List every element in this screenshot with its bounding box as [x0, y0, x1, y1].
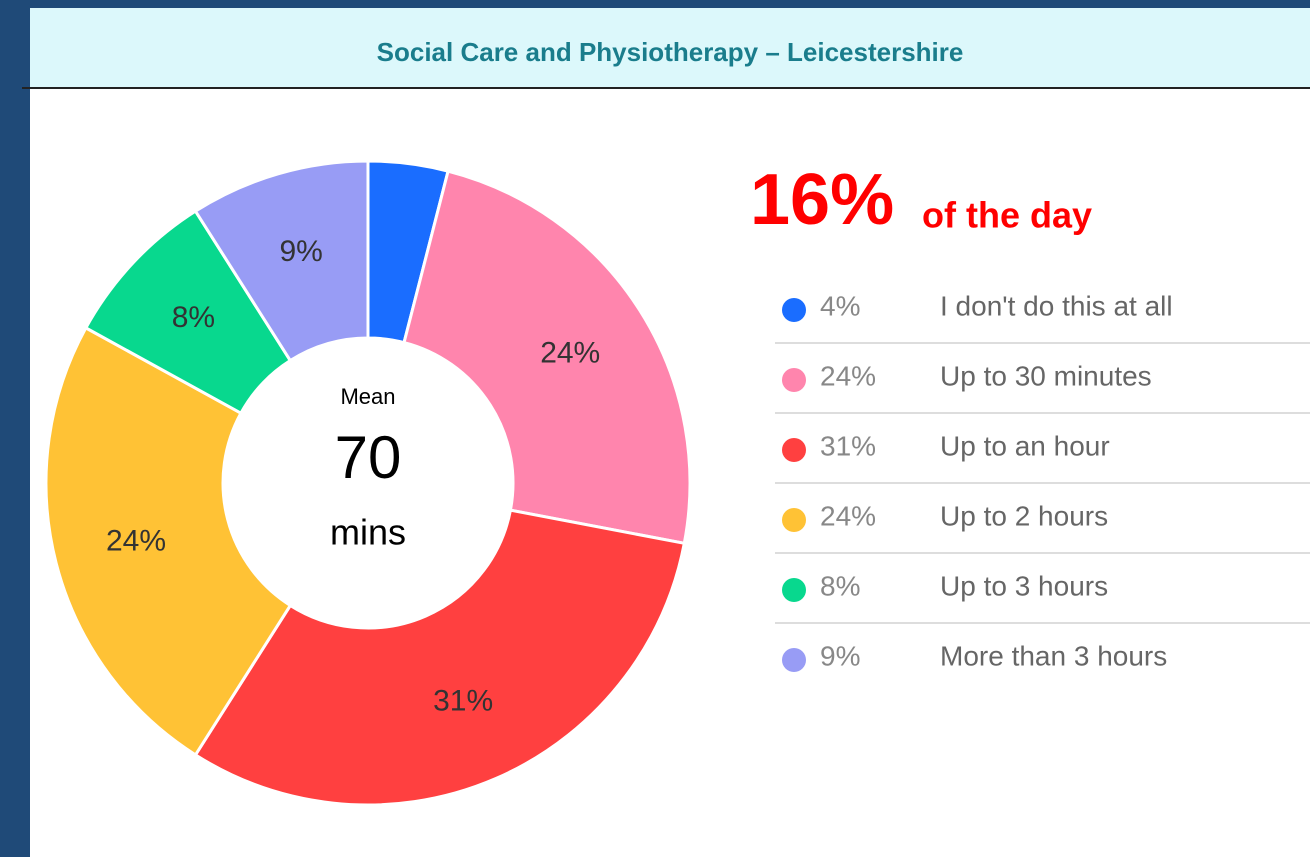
slice [402, 169, 692, 546]
legend-label: Up to 2 hours [940, 500, 1108, 531]
legend-swatch [782, 298, 806, 322]
legend-swatch [782, 368, 806, 392]
legend-swatch [782, 578, 806, 602]
center-unit: mins [330, 512, 406, 553]
legend-label: Up to 30 minutes [940, 360, 1152, 391]
legend-value: 4% [820, 290, 860, 321]
chart-title: Social Care and Physiotherapy – Leiceste… [377, 37, 964, 67]
center-label: Mean [340, 384, 395, 409]
legend-label: More than 3 hours [940, 640, 1167, 671]
headline: 16% [750, 160, 894, 240]
slice [193, 159, 370, 363]
slice-label: 24% [540, 337, 600, 370]
legend-value: 24% [820, 500, 876, 531]
legend-value: 9% [820, 640, 860, 671]
legend-label: Up to an hour [940, 430, 1110, 461]
legend-label: I don't do this at all [940, 290, 1173, 321]
legend-swatch [782, 508, 806, 532]
headline-suffix: of the day [922, 195, 1092, 236]
header [30, 8, 1310, 88]
slice-label: 9% [280, 235, 323, 268]
slice [193, 508, 687, 807]
slice-label: 8% [172, 301, 215, 334]
legend-swatch [782, 438, 806, 462]
legend-value: 8% [820, 570, 860, 601]
slice [44, 325, 293, 757]
legend-swatch [782, 648, 806, 672]
slice-label: 24% [106, 524, 166, 557]
legend-value: 24% [820, 360, 876, 391]
center-value: 70 [335, 424, 402, 491]
legend-label: Up to 3 hours [940, 570, 1108, 601]
slice-label: 31% [433, 685, 493, 718]
legend-value: 31% [820, 430, 876, 461]
